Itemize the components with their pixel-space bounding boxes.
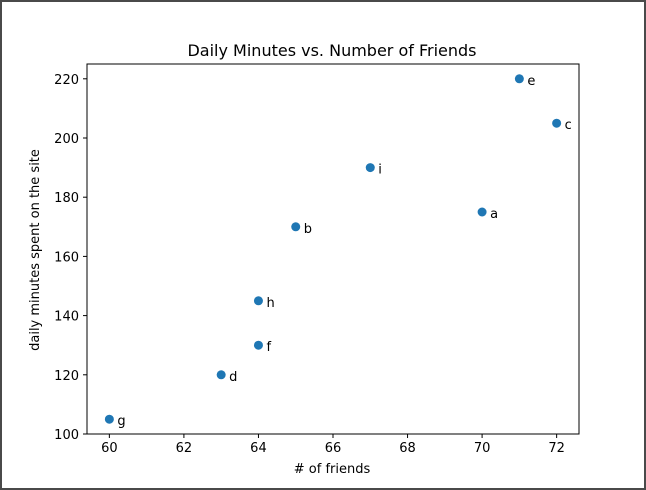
y-tick-label: 120 <box>54 369 79 384</box>
x-tick-label: 62 <box>176 441 193 456</box>
x-tick-label: 68 <box>399 441 416 456</box>
point-label: c <box>565 118 572 133</box>
x-tick-label: 72 <box>548 441 565 456</box>
point-label: b <box>304 222 312 237</box>
point-label: e <box>527 74 535 89</box>
y-tick-label: 160 <box>54 250 79 265</box>
x-tick-label: 66 <box>325 441 342 456</box>
scatter-point <box>514 74 524 84</box>
x-tick-label: 70 <box>474 441 491 456</box>
y-axis-label: daily minutes spent on the site <box>28 149 43 351</box>
scatter-point <box>216 370 226 380</box>
point-label: i <box>378 163 382 178</box>
plot-frame <box>86 63 580 435</box>
scatter-point <box>291 222 301 232</box>
x-tick-label: 64 <box>250 441 267 456</box>
point-label: f <box>266 340 271 355</box>
point-label: g <box>117 414 125 429</box>
point-label: a <box>490 207 498 222</box>
y-tick-label: 180 <box>54 191 79 206</box>
scatter-point <box>253 340 263 350</box>
x-tick-label: 60 <box>101 441 118 456</box>
scatter-point <box>253 296 263 306</box>
point-label: d <box>229 370 237 385</box>
scatter-point <box>477 207 487 217</box>
scatter-point <box>104 414 114 424</box>
scatter-point <box>365 163 375 173</box>
y-tick-label: 220 <box>54 73 79 88</box>
x-axis-label: # of friends <box>294 462 371 477</box>
point-label: h <box>266 296 274 311</box>
y-tick-label: 100 <box>54 428 79 443</box>
plot-area: 60 62 64 66 68 70 72 100 120 140 160 180 200 220 a b c d e… <box>54 63 580 456</box>
chart-title: Daily Minutes vs. Number of Friends <box>187 41 476 60</box>
y-tick-label: 140 <box>54 310 79 325</box>
y-tick-label: 200 <box>54 132 79 147</box>
scatter-point <box>552 118 562 128</box>
